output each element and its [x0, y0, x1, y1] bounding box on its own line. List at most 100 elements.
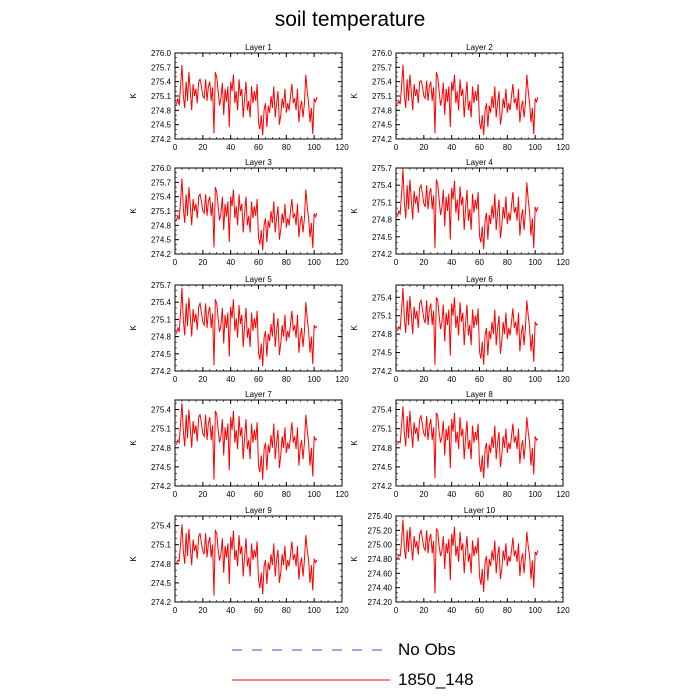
x-tick-label: 120 — [335, 606, 349, 615]
y-tick-label: 274.80 — [368, 555, 393, 564]
panel-10: Layer 10 K 274.20 274.40 274.60 274.80 275.00 2… — [350, 506, 570, 615]
y-tick-label: 275.1 — [372, 425, 393, 434]
y-tick-label: 275.4 — [151, 522, 172, 531]
x-tick-label: 0 — [394, 606, 399, 615]
y-tick-label: 275.7 — [151, 281, 172, 290]
y-tick-label: 274.5 — [151, 463, 172, 472]
y-tick-label: 275.7 — [151, 178, 172, 187]
y-tick-label: 275.1 — [372, 198, 393, 207]
y-axis-label: K — [129, 556, 138, 562]
x-tick-label: 0 — [394, 490, 399, 499]
panel-5: Layer 5 K 274.2 274.5 274.8 275.1 275.4 275.7 0 2… — [129, 275, 349, 384]
x-tick-label: 80 — [282, 606, 291, 615]
panel-frame — [174, 284, 343, 372]
x-tick-label: 0 — [173, 143, 178, 152]
y-tick-label: 274.8 — [151, 560, 172, 569]
y-tick-label: 276.0 — [151, 49, 172, 58]
y-tick-label: 276.0 — [372, 49, 393, 58]
y-tick-label: 276.0 — [151, 164, 172, 173]
y-tick-label: 275.4 — [372, 293, 393, 302]
panel-title: Layer 8 — [466, 390, 493, 399]
x-tick-label: 100 — [307, 258, 321, 267]
series-line-1850-148 — [175, 287, 318, 367]
x-tick-label: 60 — [254, 143, 263, 152]
y-tick-label: 274.8 — [151, 106, 172, 115]
y-axis-label: K — [129, 93, 138, 99]
x-tick-label: 60 — [254, 258, 263, 267]
panel-frame — [174, 399, 343, 487]
x-tick-label: 40 — [226, 143, 235, 152]
y-tick-label: 274.2 — [372, 135, 393, 144]
x-tick-label: 80 — [503, 375, 512, 384]
y-tick-label: 275.4 — [151, 78, 172, 87]
y-axis-label: K — [129, 208, 138, 214]
y-tick-label: 275.4 — [372, 181, 393, 190]
x-tick-label: 40 — [447, 143, 456, 152]
y-tick-label: 275.1 — [151, 207, 172, 216]
x-tick-label: 20 — [419, 490, 428, 499]
series-line-1850-148 — [396, 406, 539, 479]
y-tick-label: 275.1 — [151, 315, 172, 324]
x-tick-label: 80 — [503, 490, 512, 499]
y-tick-label: 274.2 — [372, 250, 393, 259]
x-tick-label: 80 — [282, 258, 291, 267]
y-tick-label: 275.4 — [151, 193, 172, 202]
series-line-1850-148 — [175, 403, 318, 480]
x-tick-label: 60 — [475, 143, 484, 152]
x-tick-label: 60 — [475, 606, 484, 615]
y-axis-label: K — [350, 208, 359, 214]
y-axis-label: K — [129, 440, 138, 446]
x-tick-label: 60 — [254, 606, 263, 615]
y-tick-label: 274.8 — [372, 444, 393, 453]
y-tick-label: 274.2 — [372, 482, 393, 491]
x-tick-label: 100 — [528, 375, 542, 384]
x-tick-label: 100 — [307, 375, 321, 384]
x-tick-label: 20 — [419, 143, 428, 152]
panel-7: Layer 7 K 274.2 274.5 274.8 275.1 275.4 0 20 40 60… — [129, 390, 349, 499]
x-tick-label: 120 — [335, 143, 349, 152]
y-tick-label: 274.20 — [368, 598, 393, 607]
x-tick-label: 40 — [226, 606, 235, 615]
x-tick-label: 40 — [447, 490, 456, 499]
panel-frame — [174, 515, 343, 603]
series-line-1850-148 — [396, 169, 539, 250]
x-tick-label: 120 — [556, 606, 570, 615]
panel-title: Layer 9 — [245, 506, 272, 515]
x-tick-label: 80 — [282, 143, 291, 152]
y-axis-label: K — [350, 440, 359, 446]
y-tick-label: 274.8 — [372, 216, 393, 225]
x-tick-label: 120 — [335, 375, 349, 384]
y-tick-label: 274.5 — [151, 121, 172, 130]
y-tick-label: 275.20 — [368, 526, 393, 535]
panel-9: Layer 9 K 274.2 274.5 274.8 275.1 275.4 0 20 40 60… — [129, 506, 349, 615]
x-tick-label: 60 — [475, 490, 484, 499]
y-tick-label: 274.60 — [368, 569, 393, 578]
x-tick-label: 60 — [475, 375, 484, 384]
y-tick-label: 275.7 — [372, 164, 393, 173]
x-tick-label: 40 — [447, 606, 456, 615]
y-tick-label: 274.5 — [151, 579, 172, 588]
x-tick-label: 40 — [226, 375, 235, 384]
x-tick-label: 80 — [503, 258, 512, 267]
x-tick-label: 0 — [394, 375, 399, 384]
y-axis-label: K — [350, 93, 359, 99]
panel-frame — [395, 399, 564, 487]
x-tick-label: 100 — [307, 143, 321, 152]
panel-frame — [395, 167, 564, 255]
panel-1: Layer 1 K 274.2 274.5 274.8 275.1 275.4 275.7 27… — [129, 43, 349, 152]
x-tick-label: 100 — [528, 606, 542, 615]
x-tick-label: 120 — [335, 490, 349, 499]
panel-2: Layer 2 K 274.2 274.5 274.8 275.1 275.4 275.7 27… — [350, 43, 570, 152]
panel-title: Layer 6 — [466, 275, 493, 284]
panel-title: Layer 4 — [466, 158, 493, 167]
y-axis-label: K — [350, 556, 359, 562]
panel-4: Layer 4 K 274.2 274.5 274.8 275.1 275.4 275.7 0 2… — [350, 158, 570, 267]
x-tick-label: 80 — [503, 143, 512, 152]
x-tick-label: 60 — [254, 375, 263, 384]
panel-8: Layer 8 K 274.2 274.5 274.8 275.1 275.4 0 20 40 60… — [350, 390, 570, 499]
y-tick-label: 275.7 — [151, 63, 172, 72]
y-tick-label: 274.8 — [151, 221, 172, 230]
y-tick-label: 275.7 — [372, 63, 393, 72]
y-tick-label: 275.4 — [372, 406, 393, 415]
x-tick-label: 100 — [528, 258, 542, 267]
